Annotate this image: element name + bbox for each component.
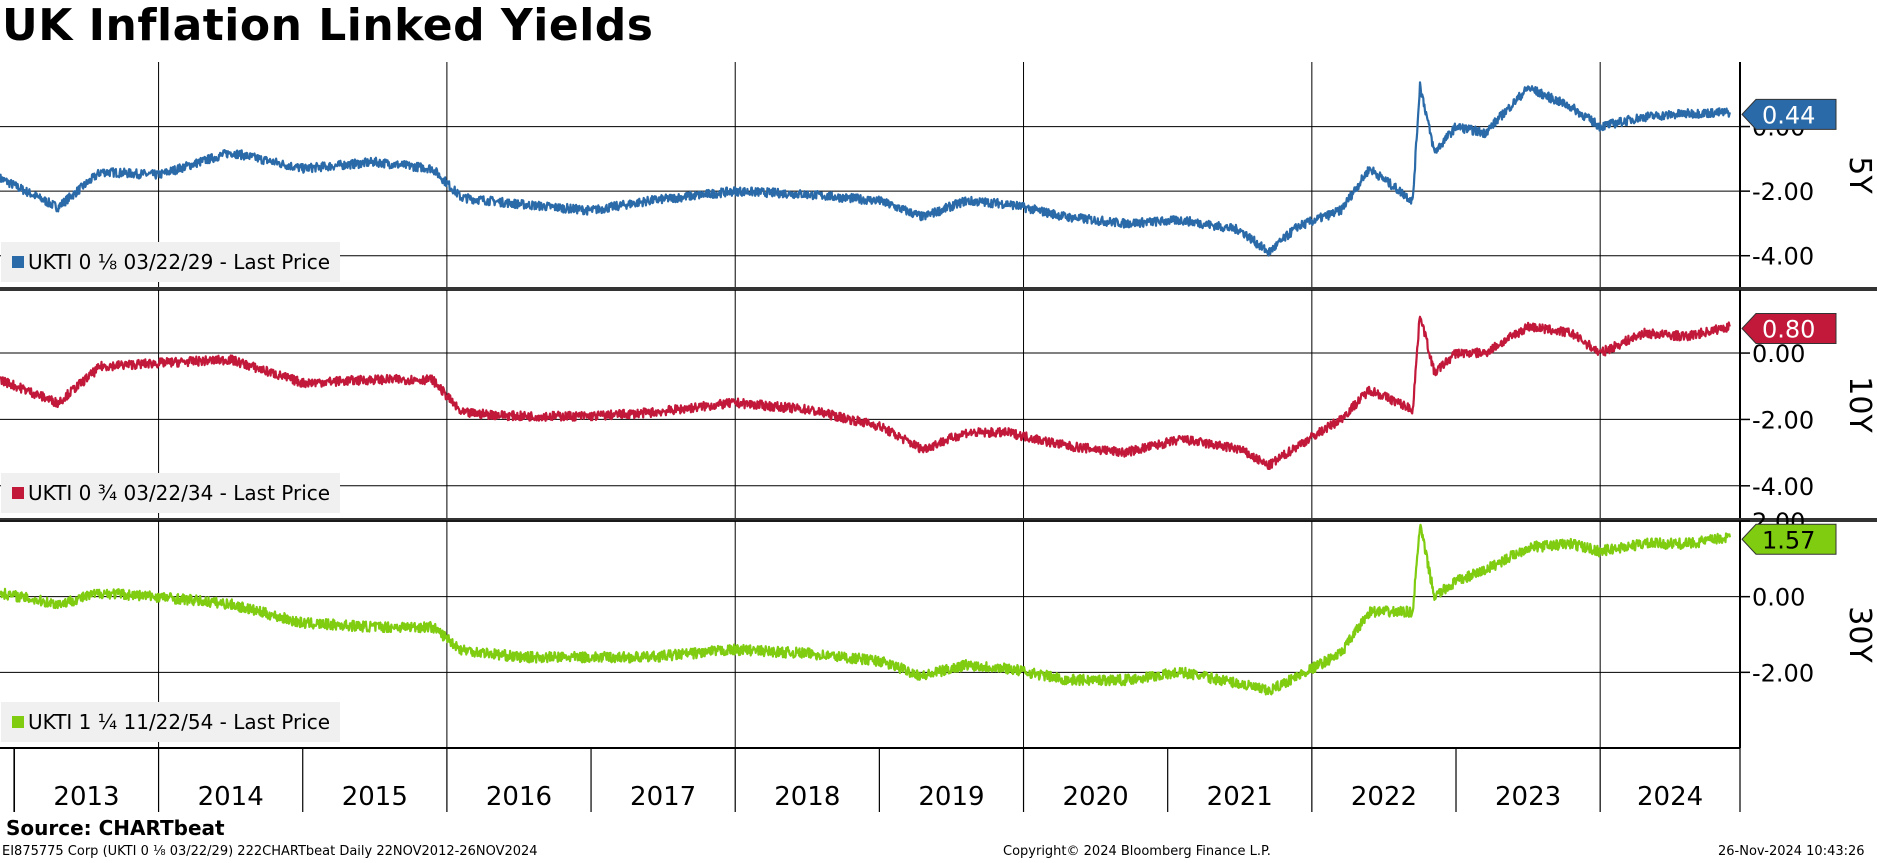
last-price-label: 0.80	[1762, 316, 1815, 344]
last-price-marker	[1741, 523, 1837, 555]
x-tick-label: 2015	[342, 782, 408, 812]
chart-title: UK Inflation Linked Yields	[2, 0, 654, 51]
x-tick-label: 2016	[486, 782, 552, 812]
panel-label: 5Y	[1842, 156, 1877, 194]
last-price-marker	[1741, 98, 1837, 130]
legend-label: UKTI 0 ¾ 03/22/34 - Last Price	[28, 481, 330, 505]
panel-label: 10Y	[1842, 376, 1877, 433]
y-tick-label: -2.00	[1752, 406, 1814, 434]
y-tick-label: -4.00	[1752, 473, 1814, 501]
x-tick-label: 2018	[774, 782, 840, 812]
last-price-label: 1.57	[1762, 526, 1815, 554]
legend-label: UKTI 0 ⅛ 03/22/29 - Last Price	[28, 250, 330, 274]
x-tick-label: 2019	[918, 782, 984, 812]
legend-box	[1, 242, 340, 282]
legend-box	[1, 702, 340, 742]
last-price-marker	[1741, 313, 1837, 345]
legend-swatch	[12, 487, 24, 499]
footer-left: EI875775 Corp (UKTI 0 ⅛ 03/22/29) 222CHA…	[2, 844, 538, 859]
last-price-label: 0.44	[1762, 101, 1815, 129]
y-tick-label: -4.00	[1752, 243, 1814, 271]
y-tick-label: -2.00	[1752, 178, 1814, 206]
series-line-5Y	[0, 81, 1731, 257]
series-line-10Y	[0, 315, 1731, 470]
legend-label: UKTI 1 ¼ 11/22/54 - Last Price	[28, 710, 330, 734]
series-line-30Y	[0, 523, 1731, 696]
legend-swatch	[12, 256, 24, 268]
y-tick-label: -2.00	[1752, 659, 1814, 687]
footer-center: Copyright© 2024 Bloomberg Finance L.P.	[1003, 844, 1271, 859]
x-tick-label: 2020	[1063, 782, 1129, 812]
x-tick-label: 2022	[1351, 782, 1417, 812]
source-label: Source: CHARTbeat	[6, 816, 225, 840]
x-tick-label: 2013	[53, 782, 119, 812]
legend-box	[1, 473, 340, 513]
legend-swatch	[12, 716, 24, 728]
y-tick-label: 0.00	[1752, 584, 1805, 612]
footer-right: 26-Nov-2024 10:43:26	[1718, 844, 1865, 859]
x-tick-label: 2014	[198, 782, 264, 812]
x-tick-label: 2017	[630, 782, 696, 812]
x-tick-label: 2021	[1207, 782, 1273, 812]
panel-label: 30Y	[1842, 606, 1877, 663]
x-tick-label: 2024	[1637, 782, 1703, 812]
x-tick-label: 2023	[1495, 782, 1561, 812]
y-tick-label: 0.00	[1752, 340, 1805, 368]
